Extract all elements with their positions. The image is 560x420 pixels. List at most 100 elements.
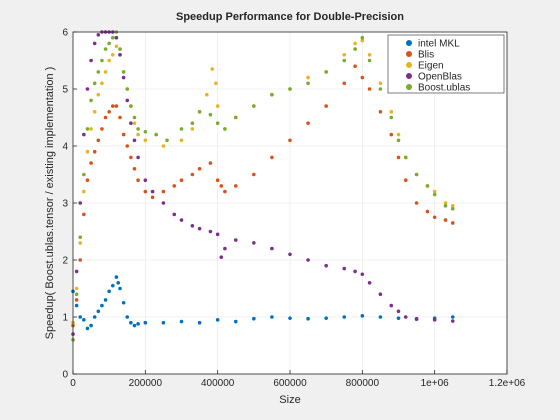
data-point (115, 275, 119, 279)
data-point (93, 150, 97, 154)
data-point (89, 324, 93, 328)
data-point (107, 110, 111, 114)
legend: intel MKLBlisEigenOpenBlasBoost.ublas (388, 35, 504, 94)
data-point (288, 87, 292, 91)
data-point (144, 139, 148, 143)
data-point (133, 116, 137, 120)
data-point (270, 93, 274, 97)
data-point (116, 281, 120, 285)
data-point (433, 193, 437, 197)
data-point (270, 247, 274, 251)
data-point (151, 190, 155, 194)
data-point (433, 318, 437, 322)
data-point (89, 99, 93, 103)
data-point (133, 121, 137, 125)
data-point (172, 213, 176, 217)
data-point (252, 104, 256, 108)
data-point (404, 315, 408, 319)
data-point (234, 184, 238, 188)
x-axis-label: Size (279, 394, 300, 406)
x-tick-label: 200000 (129, 378, 163, 389)
data-point (404, 178, 408, 182)
data-point (136, 178, 140, 182)
data-point (444, 204, 448, 208)
data-point (361, 314, 365, 318)
data-point (86, 178, 90, 182)
legend-label: intel MKL (418, 39, 460, 50)
data-point (104, 47, 108, 51)
data-point (136, 156, 140, 160)
data-point (75, 292, 79, 296)
data-point (118, 53, 122, 57)
data-point (216, 318, 220, 322)
data-point (389, 110, 393, 114)
data-point (353, 47, 357, 51)
data-point (216, 104, 220, 108)
legend-label: OpenBlas (418, 72, 462, 83)
data-point (397, 310, 401, 314)
data-point (89, 127, 93, 131)
data-point (415, 201, 419, 205)
data-point (75, 287, 79, 291)
x-tick-label: 1e+06 (421, 378, 450, 389)
legend-marker (406, 84, 412, 90)
data-point (115, 104, 119, 108)
data-point (415, 317, 419, 321)
data-point (129, 156, 133, 160)
data-point (78, 258, 82, 262)
legend-label: Boost.ublas (418, 83, 470, 94)
data-point (180, 139, 184, 143)
data-point (191, 173, 195, 177)
data-point (306, 82, 310, 86)
data-point (191, 224, 195, 228)
y-tick-label: 1 (62, 313, 68, 324)
data-point (82, 190, 86, 194)
data-point (214, 82, 218, 86)
data-point (404, 156, 408, 160)
data-point (86, 327, 90, 331)
data-point (198, 321, 202, 325)
data-point (107, 290, 111, 294)
data-point (209, 161, 213, 165)
data-point (78, 315, 82, 319)
data-point (162, 321, 166, 325)
data-point (219, 255, 223, 259)
data-point (361, 272, 365, 276)
data-point (234, 320, 238, 324)
data-point (324, 316, 328, 320)
data-point (368, 59, 372, 63)
y-tick-label: 5 (62, 85, 68, 96)
data-point (82, 318, 86, 322)
data-point (122, 76, 126, 80)
data-point (180, 127, 184, 131)
data-point (136, 127, 140, 131)
data-point (397, 316, 401, 320)
data-point (144, 130, 148, 134)
data-point (198, 227, 202, 231)
data-point (104, 116, 108, 120)
data-point (223, 247, 227, 251)
data-point (115, 36, 119, 40)
data-point (82, 213, 86, 217)
data-point (78, 235, 82, 239)
x-tick-label: 1.2e+06 (489, 378, 526, 389)
data-point (306, 121, 310, 125)
data-point (75, 270, 79, 274)
data-point (389, 304, 393, 308)
data-point (368, 281, 372, 285)
y-tick-label: 6 (62, 28, 68, 39)
data-point (180, 218, 184, 222)
data-point (180, 320, 184, 324)
data-point (97, 93, 101, 97)
legend-marker (406, 51, 412, 57)
legend-marker (406, 40, 412, 46)
data-point (433, 215, 437, 219)
data-point (165, 139, 169, 143)
data-point (133, 167, 137, 171)
data-point (122, 133, 126, 137)
data-point (368, 53, 372, 57)
data-point (82, 133, 86, 137)
data-point (111, 284, 115, 288)
data-point (129, 321, 133, 325)
